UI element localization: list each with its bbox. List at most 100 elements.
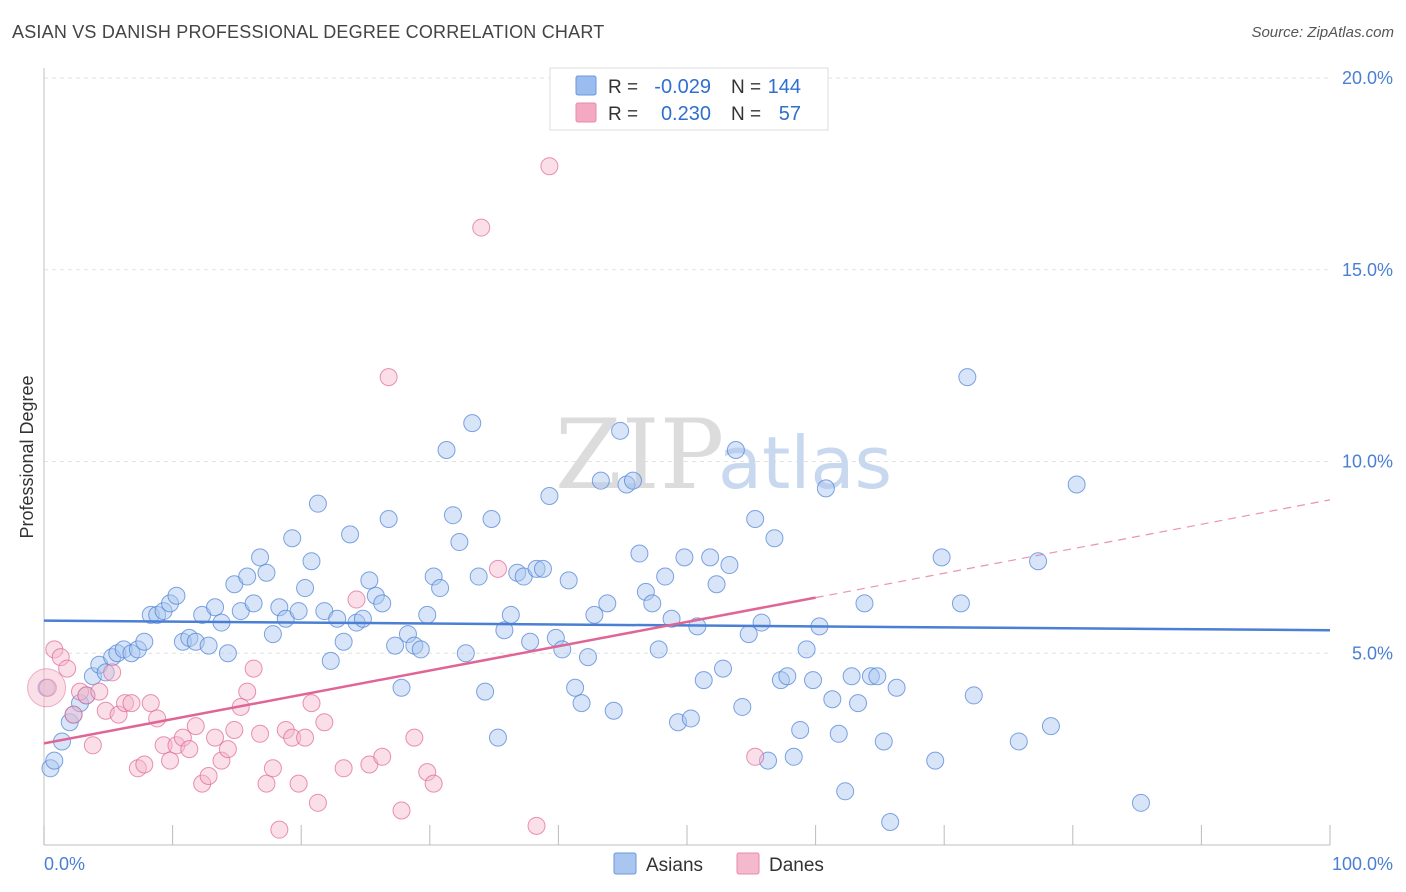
point-asians <box>521 632 540 651</box>
point-asians <box>951 594 970 613</box>
stats-n-value-asians: 144 <box>768 76 801 98</box>
stats-n-label-danes: N = <box>731 104 761 125</box>
point-danes <box>540 157 559 176</box>
point-danes <box>424 774 443 793</box>
point-danes <box>373 747 392 766</box>
trend-lines <box>43 499 1331 745</box>
point-asians <box>257 563 276 582</box>
point-asians <box>533 559 552 578</box>
point-danes <box>225 720 244 739</box>
point-asians <box>398 625 417 644</box>
point-asians <box>540 487 559 506</box>
point-asians <box>598 594 617 613</box>
point-danes-large <box>27 668 67 708</box>
point-danes <box>276 720 295 739</box>
point-asians <box>431 579 450 598</box>
point-danes <box>141 694 160 713</box>
point-danes <box>186 717 205 736</box>
stats-r-label-asians: R = <box>608 77 638 98</box>
chart-source: Source: ZipAtlas.com <box>1251 24 1394 41</box>
x-axis-ticks <box>43 825 1331 845</box>
point-danes <box>38 678 57 697</box>
point-asians <box>495 621 514 640</box>
point-asians <box>874 732 893 751</box>
point-asians <box>566 678 585 697</box>
legend-swatch-danes <box>736 852 760 875</box>
stats-r-label-danes: R = <box>608 104 638 125</box>
point-asians <box>96 663 115 682</box>
point-danes <box>527 816 546 835</box>
point-danes <box>148 709 167 728</box>
point-asians <box>424 567 443 586</box>
data-points <box>27 157 1150 839</box>
point-asians <box>849 694 868 713</box>
stats-swatch-asians <box>575 75 597 96</box>
point-asians <box>836 782 855 801</box>
point-danes <box>212 751 231 770</box>
point-asians <box>199 636 218 655</box>
point-asians <box>791 720 810 739</box>
point-danes <box>206 728 225 747</box>
point-danes <box>472 218 491 237</box>
watermark: ZIP atlas <box>555 399 892 511</box>
trend-line-danes <box>43 596 816 745</box>
watermark-zip-text: ZIP <box>555 399 724 511</box>
point-danes <box>263 759 282 778</box>
x-tick-label-max: 100.0% <box>1332 854 1393 874</box>
point-asians <box>321 651 340 670</box>
point-asians <box>797 640 816 659</box>
point-asians <box>823 690 842 709</box>
point-danes <box>488 559 507 578</box>
point-danes <box>289 774 308 793</box>
point-asians <box>604 701 623 720</box>
point-asians <box>167 586 186 605</box>
point-asians <box>334 632 353 651</box>
stats-r-value-danes: 0.230 <box>661 103 711 125</box>
point-asians <box>649 640 668 659</box>
point-asians <box>868 667 887 686</box>
point-danes <box>45 640 64 659</box>
point-asians <box>701 548 720 567</box>
point-asians <box>328 609 347 628</box>
point-danes <box>347 590 366 609</box>
point-asians <box>283 529 302 548</box>
point-asians <box>611 421 630 440</box>
stats-swatch-danes <box>575 102 597 123</box>
grid-lines <box>44 77 1330 654</box>
point-asians <box>1009 732 1028 751</box>
point-asians <box>45 751 64 770</box>
point-asians <box>816 479 835 498</box>
point-asians <box>572 694 591 713</box>
point-asians <box>630 544 649 563</box>
chart-title: ASIAN VS DANISH PROFESSIONAL DEGREE CORR… <box>12 22 605 42</box>
point-danes <box>64 705 83 724</box>
point-danes <box>315 713 334 732</box>
point-asians <box>752 613 771 632</box>
point-asians <box>244 594 263 613</box>
stats-box: R = -0.029 N = 144 R = 0.230 N = 57 <box>549 67 829 131</box>
watermark-atlas-text: atlas <box>718 421 892 505</box>
point-asians <box>386 636 405 655</box>
point-asians <box>353 609 372 628</box>
point-danes <box>51 648 70 667</box>
point-asians <box>1029 552 1048 571</box>
stats-r-value-asians: -0.029 <box>654 76 711 98</box>
point-danes <box>122 694 141 713</box>
point-danes <box>180 740 199 759</box>
point-danes <box>154 736 173 755</box>
stats-n-value-danes: 57 <box>779 103 801 125</box>
x-tick-label-min: 0.0% <box>44 854 85 874</box>
point-danes <box>135 755 154 774</box>
point-danes <box>83 736 102 755</box>
y-axis-label: Professional Degree <box>17 375 37 538</box>
point-danes <box>334 759 353 778</box>
point-asians <box>154 602 173 621</box>
point-asians <box>656 567 675 586</box>
point-asians <box>855 594 874 613</box>
point-asians <box>623 471 642 490</box>
point-asians <box>887 678 906 697</box>
legend: Asians Danes <box>613 852 824 876</box>
point-asians <box>418 605 437 624</box>
point-danes <box>379 368 398 387</box>
point-asians <box>784 747 803 766</box>
